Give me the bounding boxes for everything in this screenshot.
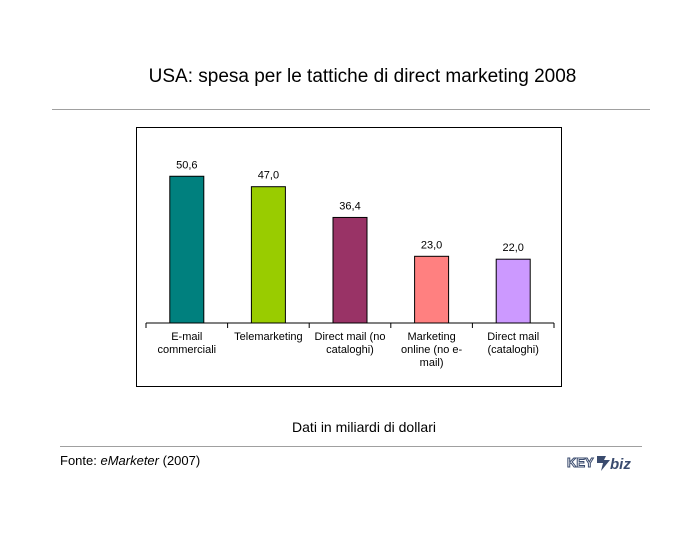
source-name: eMarketer — [100, 453, 159, 468]
bar-chart: 50,6 E-mail commerciali 47,0 Telemarketing 36… — [145, 159, 555, 369]
key4biz-logo: KEY biz — [567, 455, 632, 474]
category-label: Direct mail (cataloghi) — [487, 331, 539, 356]
units-note: Dati in miliardi di dollari — [292, 419, 436, 435]
bar — [169, 175, 205, 324]
bar — [250, 186, 286, 324]
bar — [414, 255, 450, 324]
category-label: Telemarketing — [234, 331, 302, 343]
logo-text-right: biz — [610, 456, 631, 473]
category-label: Direct mail (no cataloghi) — [315, 331, 386, 356]
top-divider — [52, 109, 650, 110]
data-label: 50,6 — [176, 159, 197, 171]
data-label: 47,0 — [258, 170, 279, 182]
data-label: 22,0 — [502, 242, 523, 254]
logo-text-left: KEY — [567, 455, 594, 470]
bar — [332, 216, 368, 324]
source-suffix: (2007) — [159, 453, 201, 468]
category-label: Marketing online (no e-mail) — [401, 331, 462, 369]
data-label: 36,4 — [339, 200, 360, 212]
logo-mark-icon — [597, 456, 610, 471]
chart-frame: 50,6 E-mail commerciali 47,0 Telemarketing 36… — [136, 127, 562, 387]
source-citation: Fonte: eMarketer (2007) — [60, 453, 200, 468]
bar — [495, 258, 531, 324]
bottom-divider — [60, 446, 642, 447]
chart-title: USA: spesa per le tattiche di direct mar… — [148, 66, 577, 87]
data-label: 23,0 — [421, 239, 442, 251]
category-label: E-mail commerciali — [157, 331, 216, 356]
source-prefix: Fonte: — [60, 453, 101, 468]
